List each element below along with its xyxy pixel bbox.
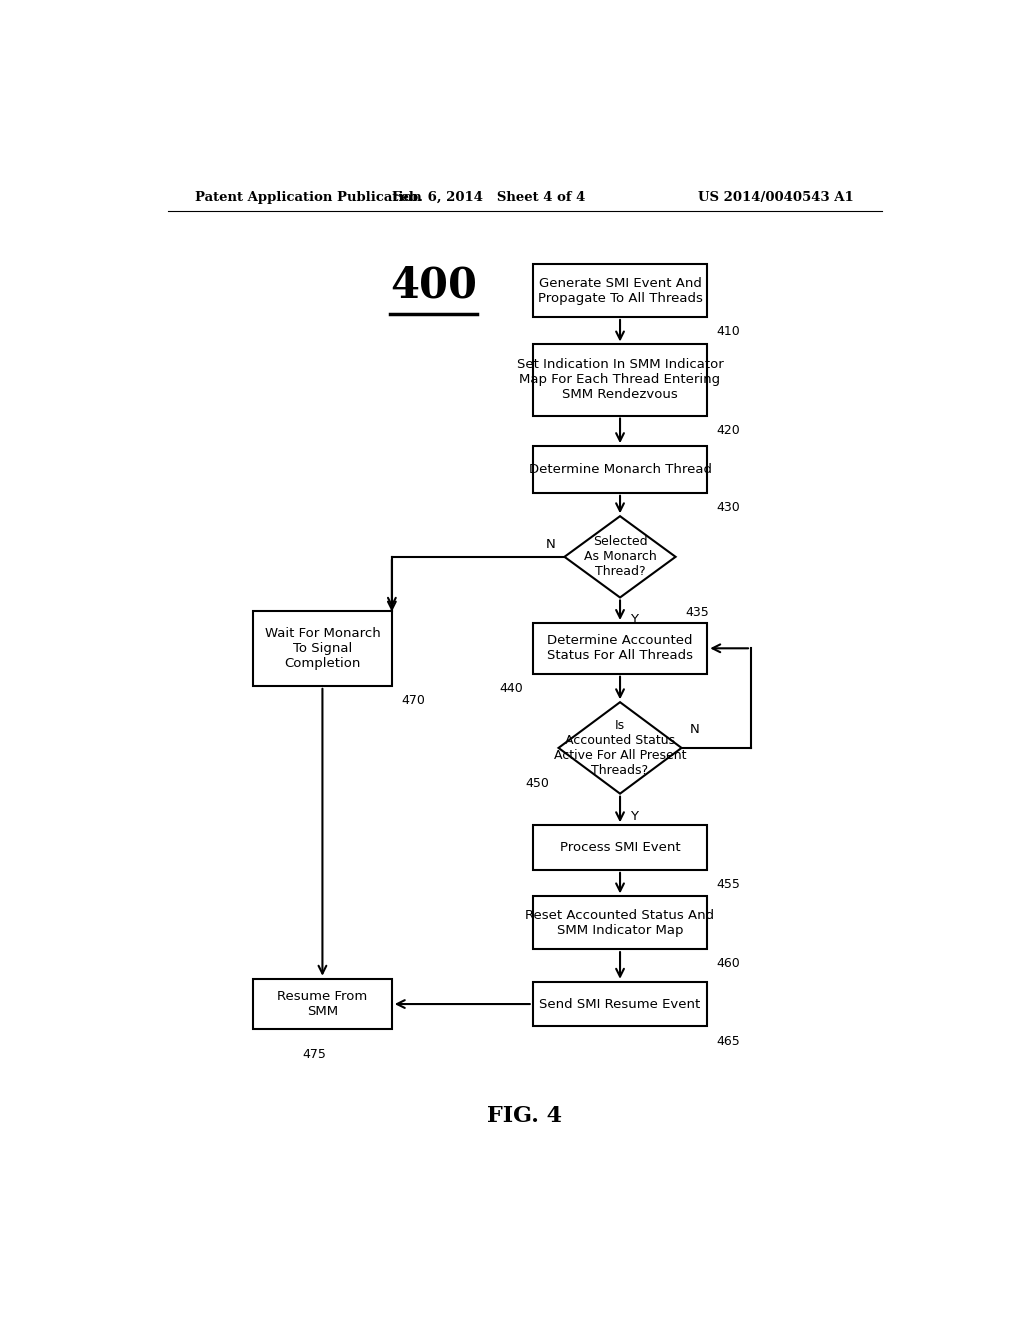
Text: 470: 470 [401,694,425,708]
Text: FIG. 4: FIG. 4 [487,1105,562,1127]
Text: Selected
As Monarch
Thread?: Selected As Monarch Thread? [584,536,656,578]
Bar [253,978,392,1030]
Bar [253,611,392,686]
Text: Wait For Monarch
To Signal
Completion: Wait For Monarch To Signal Completion [264,627,380,669]
Text: Resume From
SMM: Resume From SMM [278,990,368,1018]
Text: N: N [546,539,555,552]
Bar [532,446,708,492]
Text: Determine Accounted
Status For All Threads: Determine Accounted Status For All Threa… [547,635,693,663]
Text: 460: 460 [717,957,740,970]
Text: Process SMI Event: Process SMI Event [560,841,680,854]
Bar [532,825,708,870]
Text: Reset Accounted Status And
SMM Indicator Map: Reset Accounted Status And SMM Indicator… [525,908,715,937]
Text: US 2014/0040543 A1: US 2014/0040543 A1 [698,190,854,203]
Bar [532,896,708,949]
Text: 420: 420 [717,424,740,437]
Bar [532,264,708,317]
Text: Y: Y [631,614,638,627]
Bar [532,623,708,673]
Text: Send SMI Resume Event: Send SMI Resume Event [540,998,700,1011]
Text: 440: 440 [500,682,523,694]
Text: 450: 450 [525,777,549,789]
Text: Set Indication In SMM Indicator
Map For Each Thread Entering
SMM Rendezvous: Set Indication In SMM Indicator Map For … [517,359,723,401]
Polygon shape [558,702,682,793]
Text: 455: 455 [717,878,740,891]
Text: Feb. 6, 2014   Sheet 4 of 4: Feb. 6, 2014 Sheet 4 of 4 [392,190,586,203]
Text: Is
Accounted Status
Active For All Present
Threads?: Is Accounted Status Active For All Prese… [554,719,686,777]
Text: Determine Monarch Thread: Determine Monarch Thread [528,463,712,477]
Polygon shape [564,516,676,598]
Text: 435: 435 [685,606,709,619]
Text: Y: Y [631,809,638,822]
Bar [532,345,708,416]
Text: N: N [689,723,699,737]
Text: Generate SMI Event And
Propagate To All Threads: Generate SMI Event And Propagate To All … [538,276,702,305]
Text: 400: 400 [390,264,477,306]
Bar [532,982,708,1027]
Text: 410: 410 [717,325,740,338]
Text: Patent Application Publication: Patent Application Publication [196,190,422,203]
Text: 465: 465 [717,1035,740,1048]
Text: 475: 475 [302,1048,327,1061]
Text: 430: 430 [717,500,740,513]
